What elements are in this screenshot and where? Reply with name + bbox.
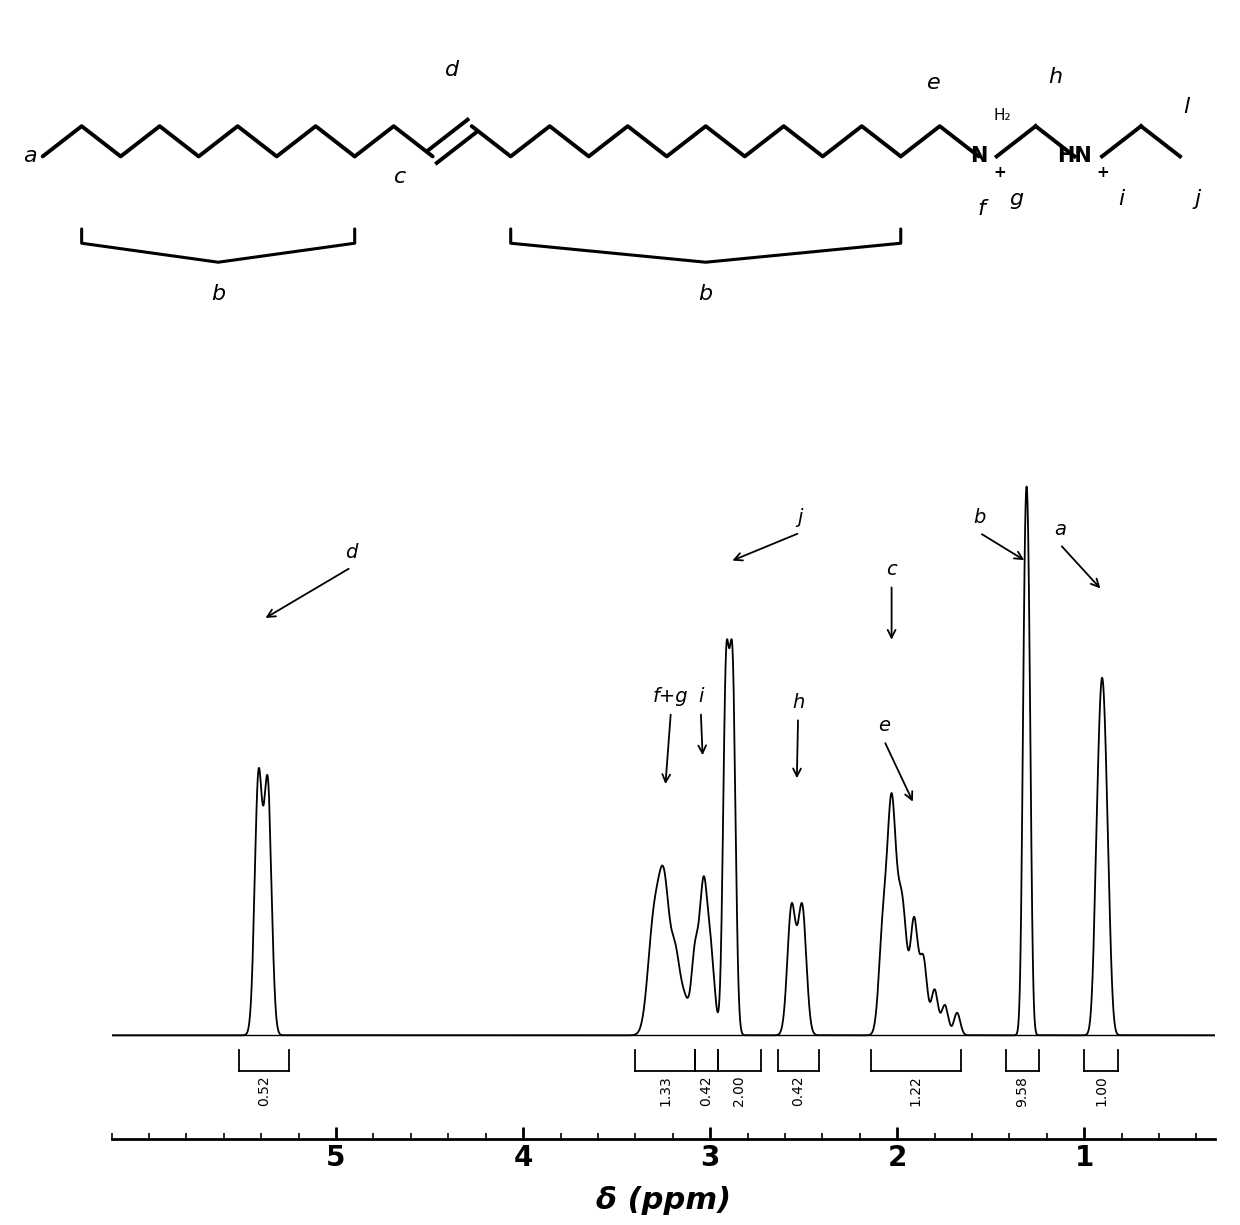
Text: f: f <box>977 198 985 218</box>
Text: 0.42: 0.42 <box>699 1076 713 1106</box>
Text: h: h <box>792 693 805 712</box>
Text: HN: HN <box>1058 147 1092 167</box>
Text: e: e <box>928 74 941 93</box>
Text: +: + <box>1096 164 1109 180</box>
Text: d: d <box>345 543 357 561</box>
Text: g: g <box>1009 190 1023 209</box>
Text: 2.00: 2.00 <box>732 1076 746 1106</box>
Text: c: c <box>887 560 897 579</box>
Text: 1.33: 1.33 <box>658 1076 672 1106</box>
Text: 1.22: 1.22 <box>909 1076 923 1106</box>
Text: j: j <box>797 508 802 527</box>
Text: b: b <box>698 284 713 304</box>
Text: d: d <box>445 60 459 80</box>
Text: b: b <box>973 508 986 527</box>
Text: e: e <box>878 715 890 735</box>
X-axis label: δ (ppm): δ (ppm) <box>596 1186 730 1215</box>
Text: i: i <box>1118 190 1125 209</box>
Text: 9.58: 9.58 <box>1016 1076 1029 1106</box>
Text: j: j <box>1195 190 1202 209</box>
Text: 0.52: 0.52 <box>257 1076 272 1106</box>
Text: h: h <box>1048 66 1063 87</box>
Text: 1.00: 1.00 <box>1094 1076 1109 1106</box>
Text: b: b <box>211 284 226 304</box>
Text: a: a <box>24 147 37 167</box>
Text: c: c <box>393 167 405 187</box>
Text: 0.42: 0.42 <box>791 1076 805 1106</box>
Text: a: a <box>1054 519 1066 539</box>
Text: l: l <box>1183 97 1189 116</box>
Text: f+g: f+g <box>653 687 688 706</box>
Text: i: i <box>698 687 703 706</box>
Text: H₂: H₂ <box>993 109 1011 124</box>
Text: +: + <box>993 164 1006 180</box>
Text: N: N <box>970 147 987 167</box>
